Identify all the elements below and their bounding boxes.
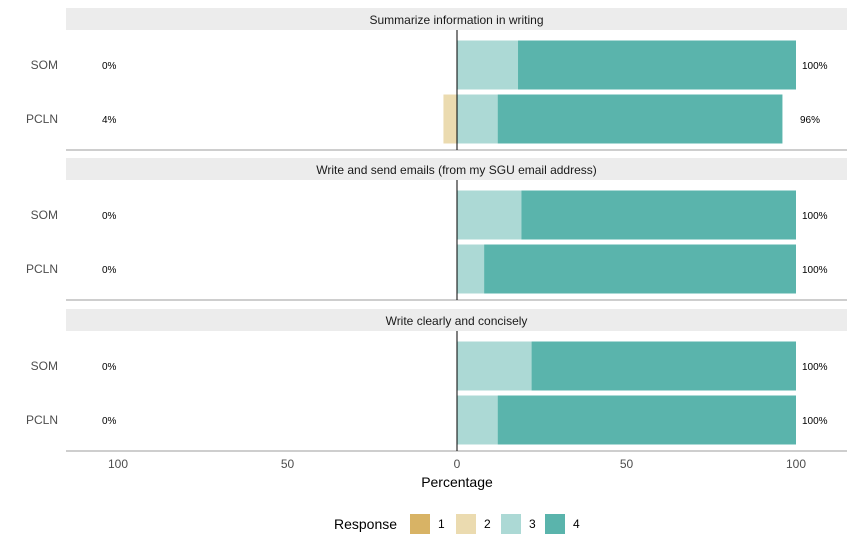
legend-label-3: 3	[529, 517, 536, 531]
panel-title: Write and send emails (from my SGU email…	[316, 163, 597, 177]
bar-segment-3	[457, 190, 522, 240]
left-percent-label: 0%	[102, 362, 117, 373]
x-tick-label: 100	[108, 457, 128, 471]
row-label: PCLN	[26, 112, 58, 126]
legend-label-4: 4	[573, 517, 580, 531]
left-percent-label: 4%	[102, 115, 117, 126]
right-percent-label: 96%	[800, 115, 820, 126]
legend-key-3	[501, 514, 521, 534]
right-percent-label: 100%	[802, 61, 828, 72]
x-tick-label: 100	[786, 457, 806, 471]
x-axis-title: Percentage	[421, 474, 493, 490]
bar-segment-4	[518, 40, 796, 90]
bar-segment-3	[457, 341, 532, 391]
bar-segment-3	[457, 94, 498, 144]
row-label: PCLN	[26, 262, 58, 276]
bar-segment-3	[457, 244, 485, 294]
bar-segment-4	[497, 94, 783, 144]
bar-segment-4	[521, 190, 796, 240]
bar-segment-2	[443, 94, 457, 144]
panel-strip	[66, 309, 847, 331]
x-tick-label: 50	[620, 457, 634, 471]
bar-segment-4	[497, 395, 796, 445]
panel-strip	[66, 8, 847, 30]
panel-strip	[66, 158, 847, 180]
legend-title: Response	[334, 516, 397, 532]
legend-key-4	[545, 514, 565, 534]
x-tick-label: 50	[281, 457, 295, 471]
panel-title: Summarize information in writing	[369, 13, 543, 27]
right-percent-label: 100%	[802, 211, 828, 222]
row-label: SOM	[31, 359, 58, 373]
row-label: PCLN	[26, 413, 58, 427]
row-label: SOM	[31, 58, 58, 72]
legend-label-1: 1	[438, 517, 445, 531]
x-tick-label: 0	[454, 457, 461, 471]
legend-label-2: 2	[484, 517, 491, 531]
right-percent-label: 100%	[802, 265, 828, 276]
legend-key-1	[410, 514, 430, 534]
left-percent-label: 0%	[102, 211, 117, 222]
left-percent-label: 0%	[102, 61, 117, 72]
bar-segment-4	[484, 244, 796, 294]
right-percent-label: 100%	[802, 362, 828, 373]
bar-segment-3	[457, 40, 519, 90]
left-percent-label: 0%	[102, 416, 117, 427]
row-label: SOM	[31, 208, 58, 222]
panel-title: Write clearly and concisely	[386, 314, 528, 328]
right-percent-label: 100%	[802, 416, 828, 427]
legend-key-2	[456, 514, 476, 534]
bar-segment-4	[531, 341, 796, 391]
bar-segment-3	[457, 395, 498, 445]
left-percent-label: 0%	[102, 265, 117, 276]
